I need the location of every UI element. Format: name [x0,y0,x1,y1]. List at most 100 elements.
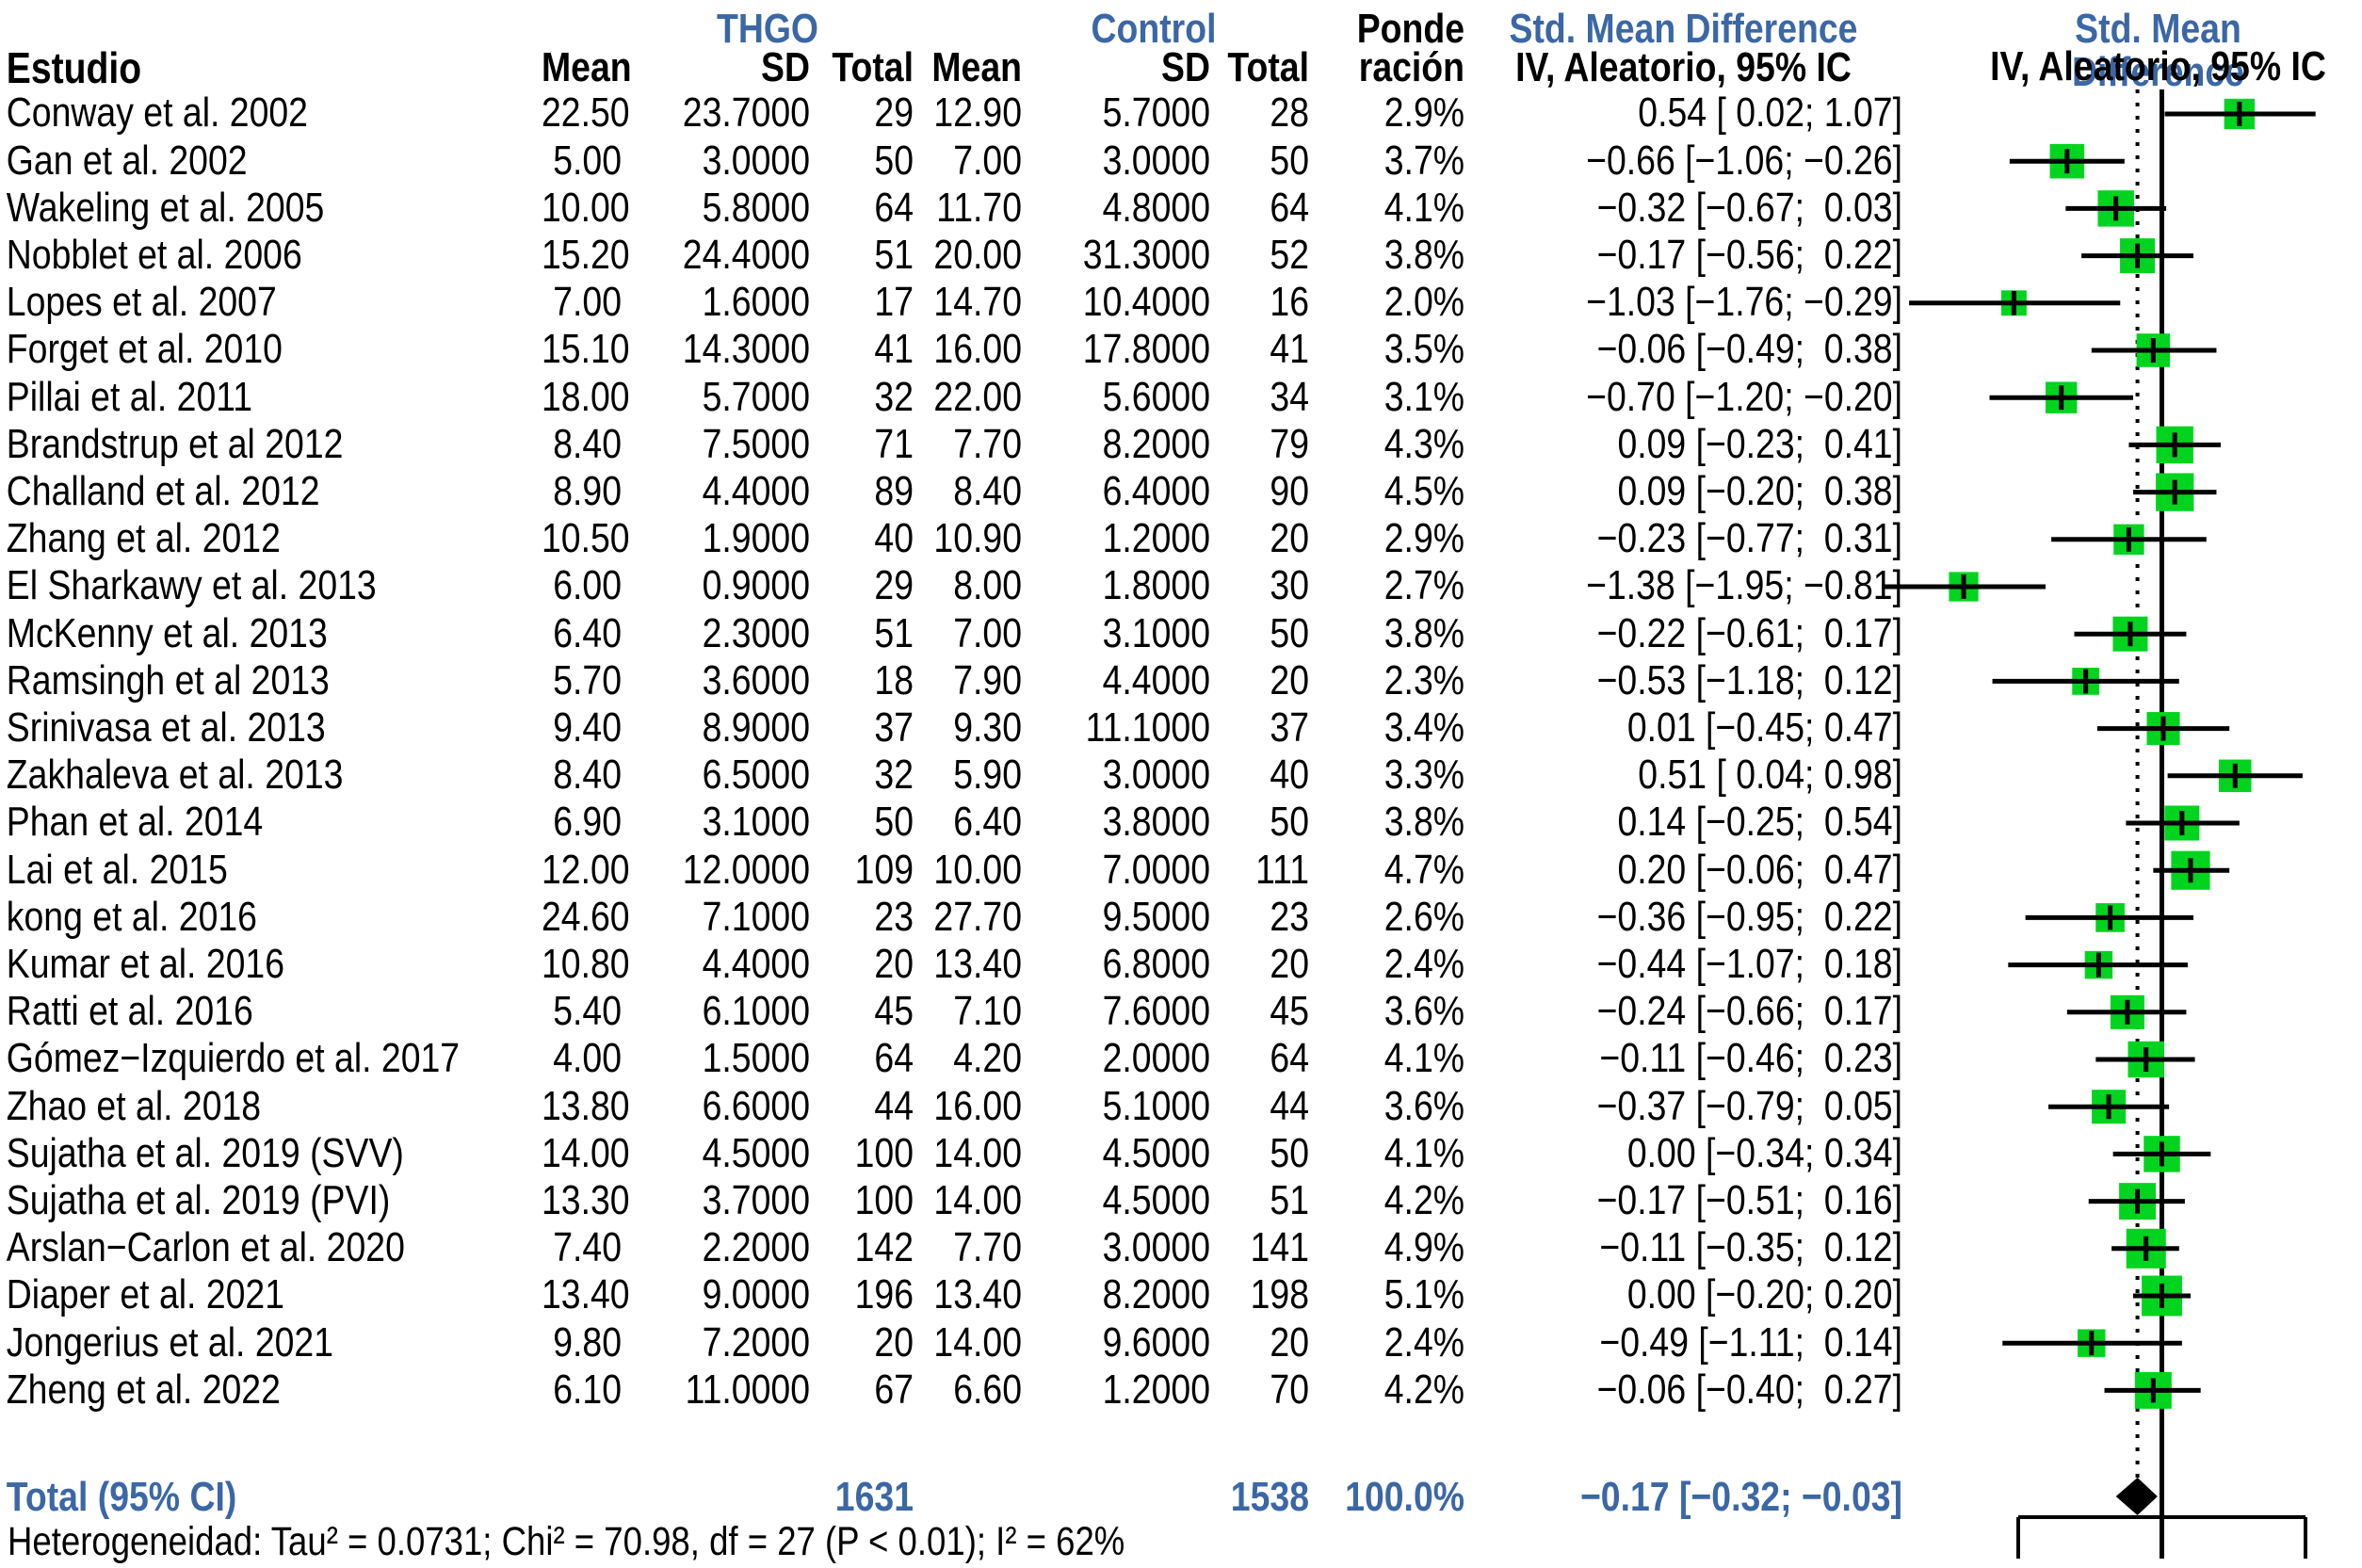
control-sd: 3.1000 [1102,609,1210,656]
thgo-sd: 24.4000 [682,232,810,278]
thgo-mean: 14.00 [542,1129,630,1176]
control-mean: 7.00 [953,137,1022,184]
study-name: Zhao et al. 2018 [6,1082,262,1129]
control-sd: 3.0000 [1102,1224,1210,1271]
control-total: 90 [1270,468,1309,514]
study-column-header: Estudio [6,43,142,92]
control-mean: 10.90 [933,515,1022,562]
study-weight: 3.4% [1383,704,1464,751]
effect-square [2112,616,2148,652]
plot-column-title: Std. Mean Difference [2072,6,2244,95]
control-total: 64 [1270,184,1309,231]
thgo-mean: 22.50 [542,89,630,137]
thgo-total: 44 [874,1082,914,1129]
control-mean: 7.70 [953,1224,1022,1271]
control-mean: 12.90 [933,89,1022,137]
control-total: 20 [1270,1318,1309,1366]
smd-ci-text: 0.09 [−0.23; 0.41] [1617,420,1902,467]
control-total: 70 [1270,1366,1309,1413]
study-row: Wakeling et al. 2005 10.00 5.8000 64 11.… [0,184,1902,232]
thgo-total: 29 [874,89,914,137]
thgo-total: 17 [874,279,914,326]
study-weight: 3.6% [1383,988,1464,1035]
control-total: 23 [1270,893,1309,940]
study-name: Zhang et al. 2012 [6,515,281,562]
group-header-control: Control [1091,6,1217,52]
control-sd: 9.6000 [1102,1318,1210,1366]
effect-square [2113,524,2144,555]
study-weight: 4.7% [1383,846,1464,893]
study-weight: 4.5% [1383,468,1464,514]
effect-square [2136,333,2171,367]
thgo-sd: 4.4000 [702,941,810,987]
effect-square [2134,1371,2172,1409]
effect-square [2000,290,2027,316]
thgo-total: 23 [874,893,914,940]
thgo-total: 196 [854,1271,914,1318]
effect-square [2120,238,2156,274]
effect-square [2049,143,2085,179]
effect-square [2171,850,2210,890]
thgo-sd: 7.2000 [702,1318,810,1366]
smd-ci-text: 0.14 [−0.25; 0.54] [1617,799,1902,846]
study-weight: 2.7% [1383,562,1464,609]
control-mean: 13.40 [933,1271,1022,1318]
study-weight: 2.6% [1383,893,1464,940]
study-name: kong et al. 2016 [6,893,257,940]
thgo-mean: 13.40 [542,1271,630,1318]
study-weight: 3.8% [1383,799,1464,846]
control-total: 50 [1270,1129,1309,1176]
study-name: Arslan−Carlon et al. 2020 [6,1224,405,1271]
smd-ci-text: −0.70 [−1.20; −0.20] [1586,373,1902,420]
thgo-total: 67 [874,1366,914,1413]
total-control-n: 1538 [1230,1473,1309,1520]
thgo-total: 32 [874,373,914,420]
effect-square [2156,426,2193,464]
control-mean: 5.90 [953,752,1022,799]
smd-ci-text: −0.11 [−0.46; 0.23] [1599,1035,1902,1082]
study-name: Zheng et al. 2022 [6,1366,281,1413]
study-row: Pillai et al. 2011 18.00 5.7000 32 22.00… [0,373,1902,421]
thgo-total: 45 [874,988,914,1035]
control-mean: 14.00 [933,1177,1022,1223]
study-name: Zakhaleva et al. 2013 [6,752,344,799]
thgo-total: 29 [874,562,914,609]
smd-ci-text: −0.17 [−0.51; 0.16] [1596,1177,1902,1223]
control-total: 50 [1270,609,1309,656]
study-name: Lai et al. 2015 [6,846,228,893]
study-row: Diaper et al. 2021 13.40 9.0000 196 13.4… [0,1271,1902,1319]
study-row: Sujatha et al. 2019 (SVV) 14.00 4.5000 1… [0,1129,1902,1177]
control-sd: 8.2000 [1102,1271,1210,1318]
study-name: Srinivasa et al. 2013 [6,704,326,751]
thgo-sd: 0.9000 [702,562,810,609]
control-total: 34 [1270,373,1309,420]
thgo-total: 71 [874,420,914,467]
thgo-mean: 5.70 [553,656,622,703]
study-name: Jongerius et al. 2021 [6,1318,334,1366]
thgo-mean: 9.40 [553,704,622,751]
control-total: 52 [1270,232,1309,278]
study-weight: 3.1% [1383,373,1464,420]
control-sd: 4.8000 [1102,184,1210,231]
study-weight: 2.0% [1383,279,1464,326]
smd-ci-text: −0.11 [−0.35; 0.12] [1599,1224,1902,1271]
control-total: 37 [1270,704,1309,751]
study-row: Nobblet et al. 2006 15.20 24.4000 51 20.… [0,232,1902,280]
study-weight: 3.6% [1383,1082,1464,1129]
smd-ci-text: −0.66 [−1.06; −0.26] [1586,137,1902,184]
thgo-sd: 1.9000 [702,515,810,562]
study-row: Zhang et al. 2012 10.50 1.9000 40 10.90 … [0,515,1902,563]
study-weight: 4.9% [1383,1224,1464,1271]
control-total: 41 [1270,326,1309,373]
control-total: 44 [1270,1082,1309,1129]
smd-ci-text: −0.06 [−0.49; 0.38] [1596,326,1902,373]
control-total: 50 [1270,799,1309,846]
study-name: Pillai et al. 2011 [6,373,253,420]
control-mean: 14.00 [933,1129,1022,1176]
effect-square [2142,1275,2182,1317]
thgo-sd: 6.5000 [702,752,810,799]
study-row: Ramsingh et al 2013 5.70 3.6000 18 7.90 … [0,656,1902,704]
study-row: Ratti et al. 2016 5.40 6.1000 45 7.10 7.… [0,988,1902,1036]
study-row: kong et al. 2016 24.60 7.1000 23 27.70 9… [0,893,1902,941]
effect-square [2095,903,2125,932]
